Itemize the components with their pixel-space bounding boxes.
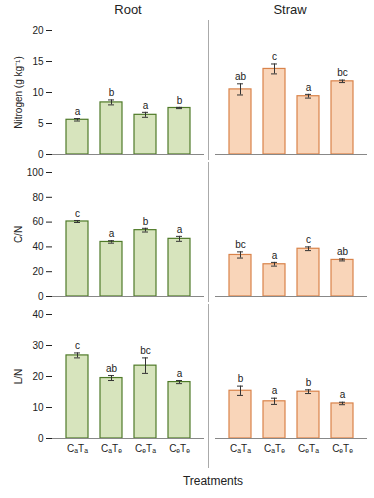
svg-text:CₑTₑ: CₑTₑ bbox=[169, 443, 190, 454]
svg-text:60: 60 bbox=[32, 216, 44, 227]
svg-text:a: a bbox=[143, 100, 149, 111]
svg-text:5: 5 bbox=[38, 118, 44, 129]
svg-text:a: a bbox=[75, 106, 81, 117]
svg-text:b: b bbox=[177, 95, 183, 106]
svg-text:CₐTₐ: CₐTₐ bbox=[230, 443, 251, 454]
svg-text:a: a bbox=[272, 250, 278, 261]
svg-text:10: 10 bbox=[32, 87, 44, 98]
svg-text:Nitrogen (g kg⁻¹): Nitrogen (g kg⁻¹) bbox=[13, 56, 24, 128]
svg-text:ab: ab bbox=[235, 71, 247, 82]
svg-text:c: c bbox=[75, 208, 80, 219]
svg-text:0: 0 bbox=[38, 291, 44, 302]
svg-text:a: a bbox=[306, 82, 312, 93]
svg-text:80: 80 bbox=[32, 192, 44, 203]
svg-text:ab: ab bbox=[337, 246, 349, 257]
svg-text:c: c bbox=[75, 340, 80, 351]
svg-text:c: c bbox=[306, 234, 311, 245]
svg-text:bc: bc bbox=[337, 67, 348, 78]
svg-text:a: a bbox=[340, 389, 346, 400]
svg-text:CₑTₐ: CₑTₐ bbox=[135, 443, 156, 454]
svg-text:a: a bbox=[272, 385, 278, 396]
svg-text:20: 20 bbox=[32, 371, 44, 382]
svg-text:30: 30 bbox=[32, 340, 44, 351]
svg-text:CₑTₐ: CₑTₐ bbox=[298, 443, 319, 454]
html-text:Treatments: Treatments bbox=[182, 474, 244, 488]
svg-text:CₑTₑ: CₑTₑ bbox=[332, 443, 353, 454]
svg-text:40: 40 bbox=[32, 241, 44, 252]
svg-text:ab: ab bbox=[106, 363, 118, 374]
svg-text:bc: bc bbox=[235, 239, 246, 250]
svg-text:CₐTₑ: CₐTₑ bbox=[264, 443, 285, 454]
svg-text:CₐTₐ: CₐTₐ bbox=[67, 443, 88, 454]
svg-text:b: b bbox=[109, 87, 115, 98]
svg-text:c: c bbox=[272, 51, 277, 62]
html-text:Root: Root bbox=[114, 2, 142, 17]
svg-text:15: 15 bbox=[32, 56, 44, 67]
svg-text:CₐTₑ: CₐTₑ bbox=[101, 443, 122, 454]
svg-text:b: b bbox=[143, 216, 149, 227]
svg-text:20: 20 bbox=[32, 25, 44, 36]
svg-text:a: a bbox=[177, 224, 183, 235]
svg-text:10: 10 bbox=[32, 402, 44, 413]
html-text:Straw: Straw bbox=[273, 2, 307, 17]
svg-text:0: 0 bbox=[38, 433, 44, 444]
svg-text:100: 100 bbox=[27, 167, 44, 178]
svg-text:a: a bbox=[109, 228, 115, 239]
svg-text:20: 20 bbox=[32, 266, 44, 277]
svg-text:b: b bbox=[306, 377, 312, 388]
svg-text:a: a bbox=[177, 368, 183, 379]
svg-text:40: 40 bbox=[32, 309, 44, 320]
svg-text:L/N: L/N bbox=[13, 369, 24, 385]
svg-text:bc: bc bbox=[140, 345, 151, 356]
svg-text:0: 0 bbox=[38, 149, 44, 160]
svg-text:C/N: C/N bbox=[13, 226, 24, 243]
svg-text:b: b bbox=[238, 373, 244, 384]
